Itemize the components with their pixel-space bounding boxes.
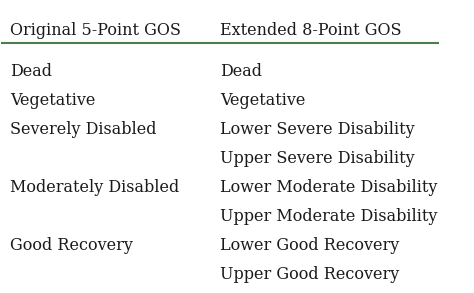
Text: Original 5-Point GOS: Original 5-Point GOS (10, 22, 181, 39)
Text: Dead: Dead (220, 62, 262, 79)
Text: Upper Moderate Disability: Upper Moderate Disability (220, 208, 438, 225)
Text: Good Recovery: Good Recovery (10, 237, 133, 254)
Text: Vegetative: Vegetative (10, 92, 96, 109)
Text: Lower Good Recovery: Lower Good Recovery (220, 237, 400, 254)
Text: Vegetative: Vegetative (220, 92, 306, 109)
Text: Extended 8-Point GOS: Extended 8-Point GOS (220, 22, 401, 39)
Text: Dead: Dead (10, 62, 52, 79)
Text: Severely Disabled: Severely Disabled (10, 121, 156, 138)
Text: Lower Severe Disability: Lower Severe Disability (220, 121, 415, 138)
Text: Lower Moderate Disability: Lower Moderate Disability (220, 179, 438, 196)
Text: Upper Good Recovery: Upper Good Recovery (220, 266, 400, 283)
Text: Moderately Disabled: Moderately Disabled (10, 179, 179, 196)
Text: Upper Severe Disability: Upper Severe Disability (220, 150, 415, 167)
